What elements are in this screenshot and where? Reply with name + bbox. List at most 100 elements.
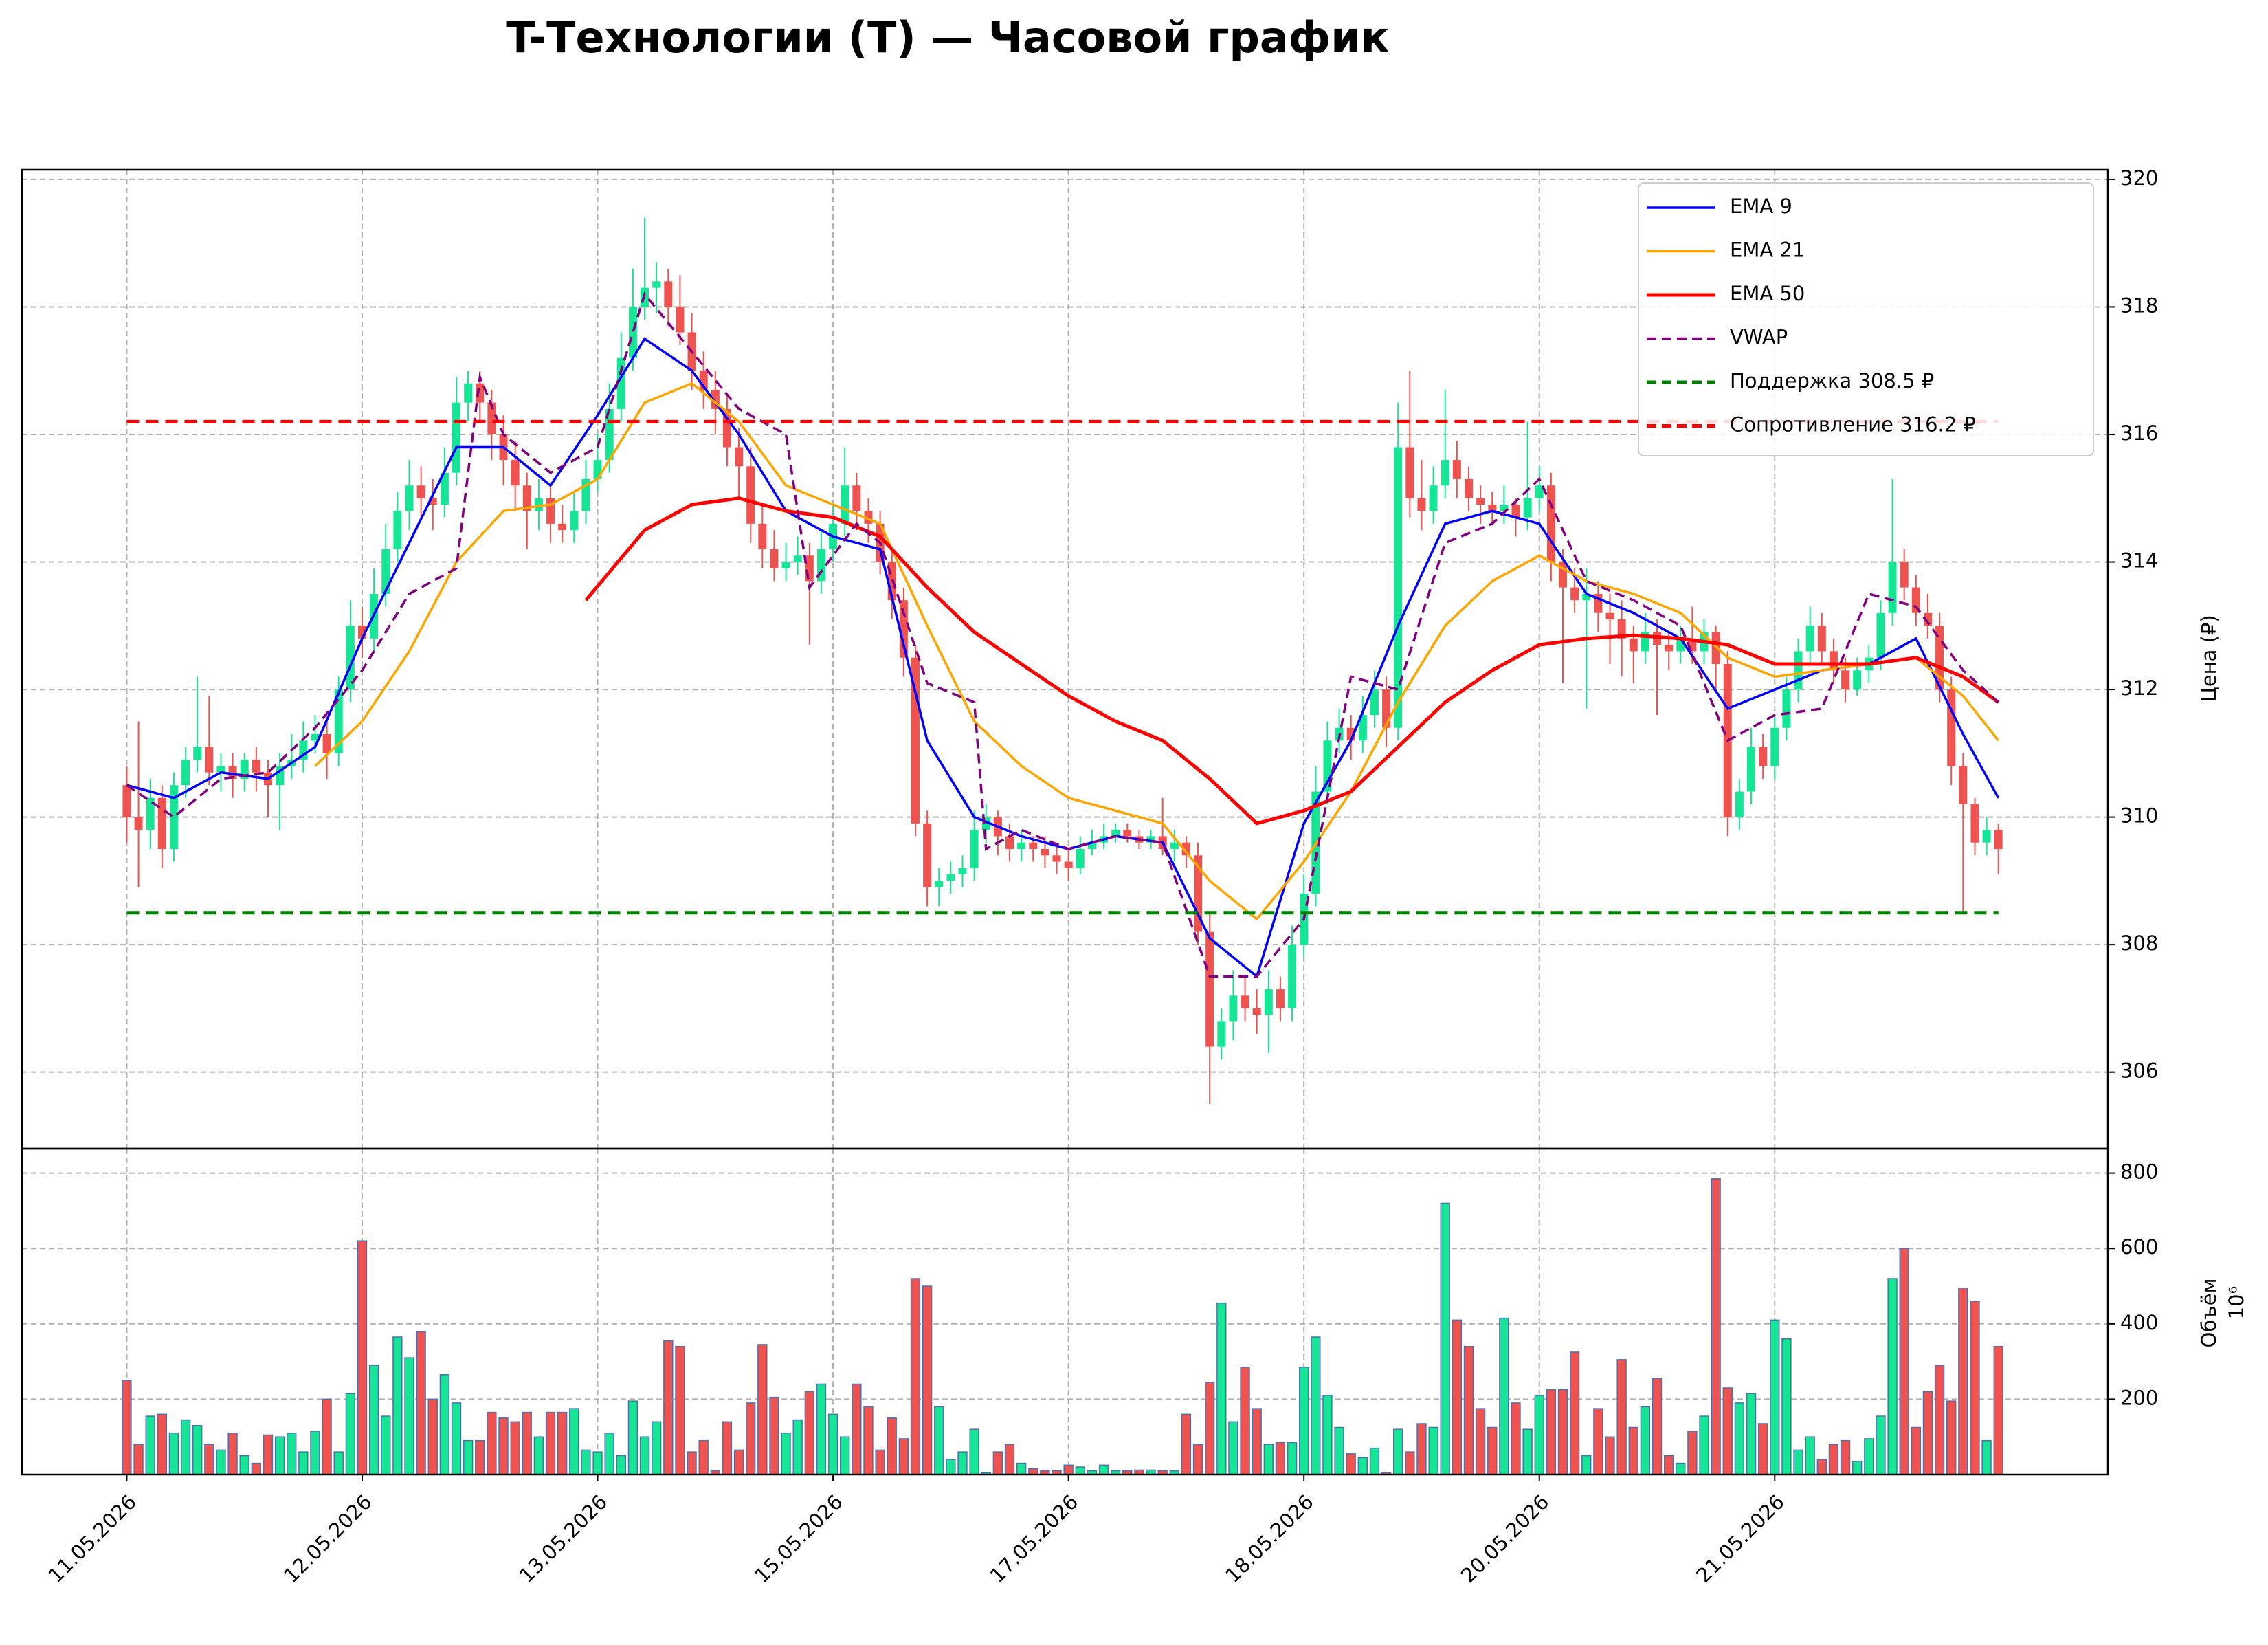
volume-bar [1770, 1319, 1780, 1475]
volume-bar [757, 1344, 768, 1475]
x-tick-label: 11.05.2026 [44, 1490, 141, 1587]
candle-body [1959, 766, 1968, 805]
candle-body [311, 734, 320, 741]
volume-bar [1722, 1387, 1733, 1475]
candle-body [1370, 689, 1379, 716]
candle-body [1417, 498, 1426, 511]
candle-body [664, 281, 673, 307]
volume-bar [1781, 1338, 1792, 1475]
candle-body [276, 766, 285, 786]
y-tick-label: 800 [2120, 1160, 2158, 1184]
candle-body [911, 657, 920, 824]
candle-body [169, 785, 178, 849]
candle-body [252, 760, 260, 773]
volume-bar [1628, 1426, 1638, 1475]
volume-bar [1993, 1345, 2003, 1475]
volume-axis-label: Объём [2197, 1279, 2221, 1348]
volume-bar [1405, 1451, 1415, 1475]
candle-body [381, 549, 390, 594]
volume-bar [533, 1436, 544, 1475]
legend-label: EMA 21 [1730, 239, 1805, 262]
candle-body [205, 747, 214, 773]
volume-bar [439, 1374, 450, 1475]
candle-body [1181, 842, 1190, 856]
candle-body [464, 383, 473, 403]
candle-body [122, 785, 131, 817]
volume-bar [487, 1411, 497, 1475]
y-tick-label: 600 [2120, 1235, 2158, 1259]
candle-body [958, 868, 967, 875]
candle-body [616, 357, 625, 409]
candle-body [522, 485, 531, 511]
x-tick-label: 17.05.2026 [986, 1490, 1082, 1587]
candle-body [405, 485, 414, 511]
volume-bar [1640, 1406, 1651, 1475]
volume-bar [1334, 1426, 1344, 1475]
candle-body [1488, 505, 1497, 511]
volume-bar [1204, 1381, 1215, 1475]
candle-body [346, 626, 355, 690]
volume-bar [263, 1434, 274, 1475]
volume-bar [1922, 1391, 1933, 1475]
candle-body [1229, 995, 1238, 1022]
candle-body [746, 466, 755, 524]
volume-bar [722, 1421, 733, 1475]
volume-bar [557, 1411, 568, 1475]
candle-body [970, 830, 979, 868]
volume-bar [969, 1428, 979, 1475]
volume-bar [569, 1408, 579, 1475]
candle-body [793, 555, 802, 562]
volume-bar [310, 1431, 320, 1475]
x-tick-label: 20.05.2026 [1456, 1490, 1553, 1587]
volume-bar [1652, 1378, 1663, 1475]
candle-body [605, 408, 614, 461]
candle-body [1087, 842, 1096, 849]
x-tick-label: 12.05.2026 [279, 1490, 376, 1587]
volume-bar [687, 1451, 697, 1475]
candle-body [440, 472, 449, 505]
volume-bar [1452, 1319, 1463, 1475]
volume-bar [946, 1459, 956, 1475]
volume-bar [1734, 1402, 1745, 1475]
volume-offset-label: 10⁶ [2225, 1286, 2248, 1320]
volume-bar [1828, 1444, 1839, 1475]
candle-body [981, 817, 990, 830]
candle-body [216, 766, 225, 773]
candle-body [1394, 447, 1403, 728]
volume-bar [1946, 1400, 1957, 1475]
y-tick-label: 308 [2120, 931, 2158, 955]
volume-bar [1275, 1442, 1286, 1475]
volume-bar [663, 1340, 674, 1475]
volume-bar [992, 1451, 1003, 1475]
candle-body [1464, 478, 1473, 498]
candle-body [581, 478, 590, 511]
candle-body [735, 447, 744, 467]
volume-bar [1911, 1426, 1921, 1475]
volume-bar [1240, 1367, 1250, 1475]
candle-body [1747, 747, 1756, 792]
candle-body [1594, 593, 1603, 613]
candle-body [157, 797, 166, 849]
candle-body [511, 460, 520, 486]
candle-body [416, 485, 425, 498]
volume-bar [1852, 1461, 1863, 1475]
volume-bar [769, 1396, 779, 1475]
candle-body [1264, 989, 1273, 1015]
volume-bar [322, 1398, 332, 1475]
volume-bar [1958, 1288, 1968, 1475]
volume-bar [133, 1444, 144, 1475]
volume-bar [1593, 1408, 1603, 1475]
candle-body [1476, 498, 1485, 505]
volume-bar [827, 1413, 838, 1475]
volume-bar [746, 1402, 756, 1475]
candle-body [1923, 612, 1932, 626]
volume-bar [239, 1455, 249, 1475]
volume-frame [21, 1147, 2109, 1476]
volume-bar [180, 1419, 191, 1475]
candle-body [1735, 791, 1744, 817]
volume-bar [1616, 1359, 1627, 1475]
volume-bar [652, 1421, 662, 1475]
candle-body [1005, 836, 1014, 849]
volume-bar [251, 1462, 262, 1475]
